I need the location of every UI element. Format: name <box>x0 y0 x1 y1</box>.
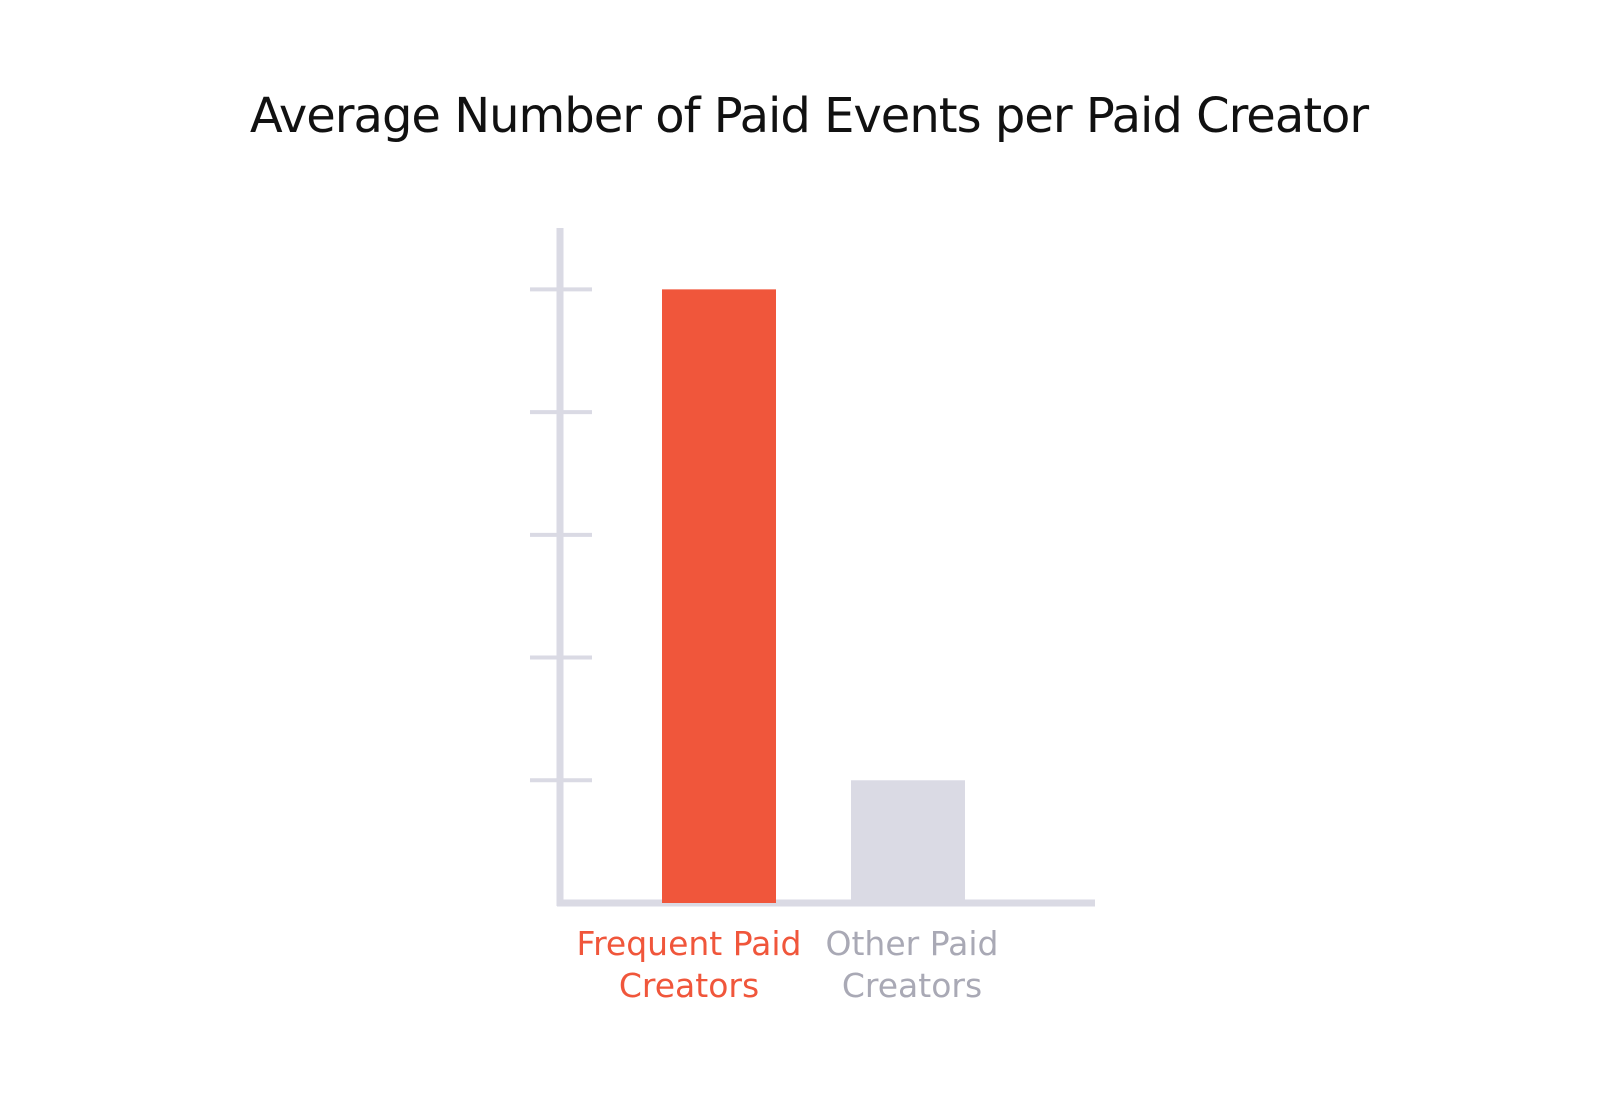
axes <box>530 228 1095 907</box>
bar-1 <box>662 289 776 903</box>
category-label: Creators <box>842 966 982 1005</box>
category-label: Other Paid <box>826 924 999 963</box>
category-label: Creators <box>619 966 759 1005</box>
chart-title: Average Number of Paid Events per Paid C… <box>249 88 1369 144</box>
bar-2 <box>851 780 965 903</box>
category-label: Frequent Paid <box>577 924 802 963</box>
bars <box>662 289 965 903</box>
